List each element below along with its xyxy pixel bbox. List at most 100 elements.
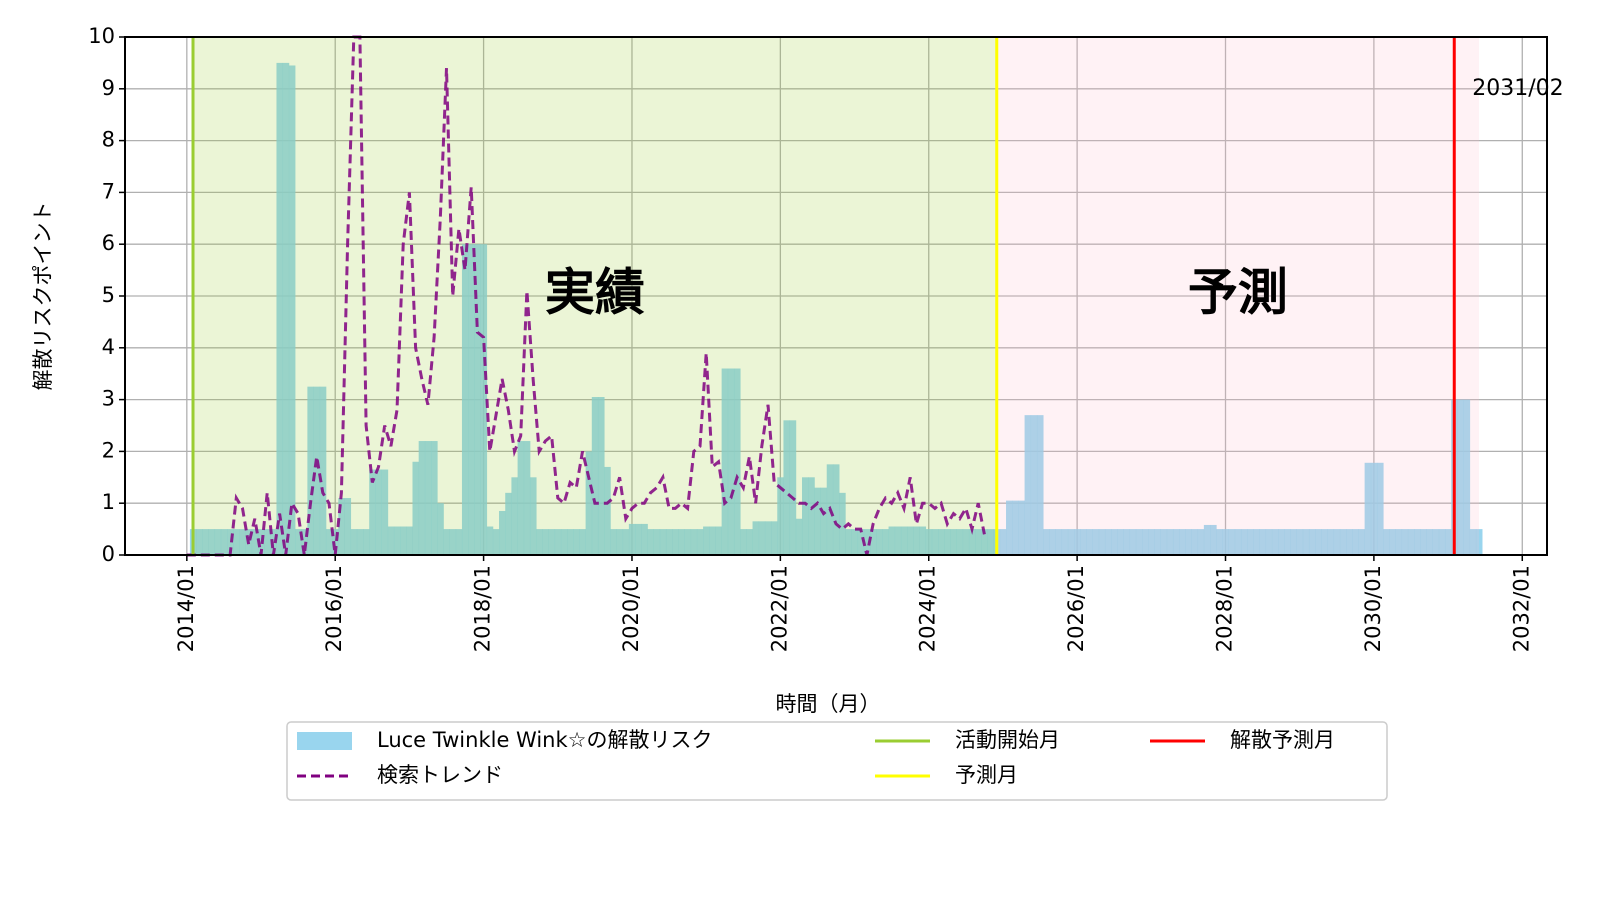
bar <box>709 526 716 555</box>
bar <box>622 529 630 555</box>
bar <box>1407 529 1415 555</box>
bar <box>276 62 284 556</box>
bar <box>987 529 995 555</box>
bar <box>585 451 593 555</box>
bar <box>1123 529 1131 555</box>
bar <box>1321 529 1328 555</box>
bar <box>1154 529 1161 555</box>
bar <box>1278 529 1285 555</box>
y-tick-label: 5 <box>102 283 115 307</box>
bar <box>486 526 494 555</box>
x-tick-label: 2020/01 <box>619 565 643 652</box>
bar <box>499 510 506 555</box>
bar <box>659 529 667 555</box>
bar <box>635 523 642 555</box>
bar <box>239 529 246 555</box>
bar <box>1339 529 1347 555</box>
bar <box>369 469 376 555</box>
bar <box>857 529 865 555</box>
bar <box>363 529 370 555</box>
bar <box>1333 529 1341 555</box>
bar <box>820 487 828 555</box>
bar <box>1420 529 1427 555</box>
bar <box>746 529 753 555</box>
bar <box>1067 529 1075 555</box>
bar <box>523 441 531 555</box>
bar <box>1432 529 1440 555</box>
legend-label: Luce Twinkle Wink☆の解散リスク <box>377 728 712 752</box>
bar <box>1036 415 1044 555</box>
bar <box>1142 529 1149 555</box>
bar <box>1401 529 1409 555</box>
bar <box>220 529 228 555</box>
bar <box>579 529 587 555</box>
bar <box>1216 529 1223 555</box>
bar <box>387 526 395 555</box>
bar <box>944 529 951 555</box>
bar <box>1438 529 1446 555</box>
bar <box>808 477 815 555</box>
bar <box>474 244 481 555</box>
bar <box>795 518 803 555</box>
bar <box>1364 462 1372 555</box>
bar <box>455 529 463 555</box>
bar <box>870 529 877 555</box>
bar <box>214 529 222 555</box>
bar <box>913 526 920 555</box>
bar <box>1018 500 1025 555</box>
bar <box>1210 524 1217 555</box>
bar <box>338 498 345 555</box>
x-tick-label: 2030/01 <box>1361 565 1385 652</box>
bar <box>554 529 562 555</box>
span <box>193 37 997 555</box>
bar <box>968 529 976 555</box>
bar <box>1457 399 1464 555</box>
bar <box>919 526 927 555</box>
legend-swatch <box>297 732 352 750</box>
x-tick-label: 2022/01 <box>767 565 791 652</box>
trend-line <box>186 35 986 557</box>
bar <box>1259 529 1267 555</box>
annotation: 予測 <box>1188 264 1288 322</box>
bar <box>696 529 704 555</box>
bar <box>1469 529 1477 555</box>
bar <box>628 523 636 555</box>
bar <box>1129 529 1137 555</box>
bar <box>437 503 444 555</box>
bar <box>573 529 580 555</box>
bar <box>1302 529 1310 555</box>
bar <box>1055 529 1063 555</box>
bar <box>1111 529 1118 555</box>
x-tick-label: 2024/01 <box>916 565 940 652</box>
bar <box>1296 529 1304 555</box>
bar <box>1376 462 1384 555</box>
bar <box>542 529 549 555</box>
bar <box>1012 500 1019 555</box>
bar <box>1061 529 1069 555</box>
bar <box>832 464 840 555</box>
bar <box>1370 462 1378 555</box>
bar <box>1166 529 1174 555</box>
legend-label: 予測月 <box>955 763 1018 787</box>
bar <box>393 526 401 555</box>
bar <box>715 526 723 555</box>
bar <box>1222 529 1229 555</box>
bar <box>733 368 741 555</box>
bar <box>1092 529 1100 555</box>
bar <box>461 244 469 555</box>
bar <box>764 521 772 555</box>
bar <box>1197 529 1205 555</box>
bar <box>721 368 729 555</box>
bar <box>610 529 617 555</box>
bar <box>288 65 296 556</box>
bar <box>956 529 964 555</box>
bar <box>1179 529 1186 555</box>
bar <box>1290 529 1298 555</box>
bar <box>1049 529 1056 555</box>
bar <box>777 477 784 555</box>
bar <box>604 466 611 555</box>
bar <box>344 498 352 555</box>
bar <box>332 529 339 555</box>
